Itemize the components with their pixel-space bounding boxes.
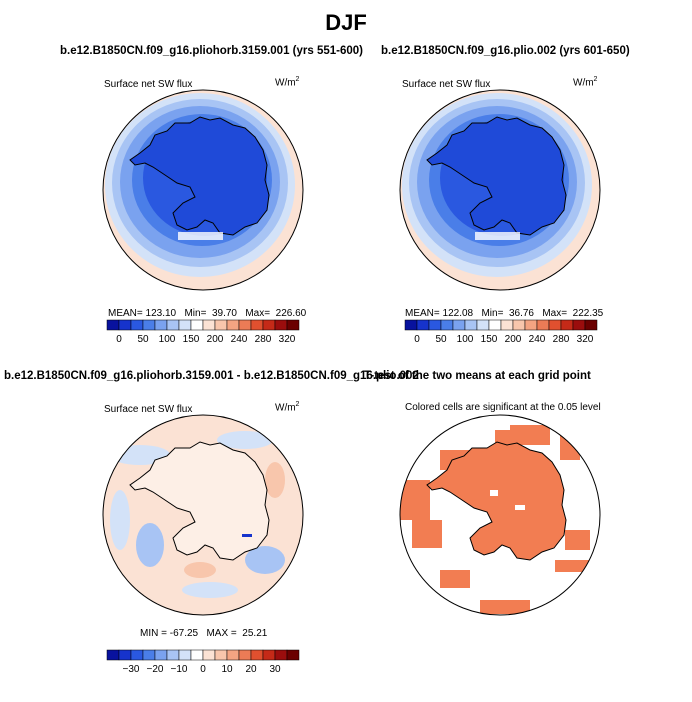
colorbar-swatch	[178, 319, 192, 331]
colorbar-swatch	[214, 319, 228, 331]
colorbar-swatch	[274, 649, 288, 661]
units-bottom-left: W/m2	[275, 401, 300, 414]
colorbar-tick-label: 200	[207, 334, 224, 345]
colorbar-tick-label: −20	[147, 664, 164, 675]
colorbar-swatch	[500, 319, 514, 331]
left-label-top-left: Surface net SW flux	[104, 79, 193, 90]
colorbar-tick-label: −10	[171, 664, 188, 675]
colorbar-top-right: 0 50 100 150 200 240 280 320	[404, 319, 598, 345]
colorbar-swatch	[130, 649, 144, 661]
colorbar-swatch	[142, 649, 156, 661]
colorbar-tick-label: 150	[183, 334, 200, 345]
colorbar-tick-label: 10	[221, 664, 233, 675]
colorbar-tick-label: 50	[435, 334, 447, 345]
colorbar-swatch	[440, 319, 454, 331]
stats-top-left: MEAN= 123.10 Min= 39.70 Max= 226.60	[108, 308, 307, 319]
colorbar-swatch	[416, 319, 430, 331]
colorbar-bottom-left: −30 −20 −10 0 10 20 30	[106, 649, 300, 675]
colorbar-swatch	[226, 649, 240, 661]
colorbar-tick-label: 30	[269, 664, 281, 675]
colorbar-tick-label: 150	[481, 334, 498, 345]
colorbar-swatch	[178, 649, 192, 661]
colorbar-swatch	[154, 319, 168, 331]
map-bottom-right	[399, 414, 601, 616]
colorbar-swatch	[548, 319, 562, 331]
colorbar-swatch	[286, 649, 300, 661]
colorbar-swatch	[154, 649, 168, 661]
units-top-left: W/m2	[275, 76, 300, 89]
colorbar-top-left: 0 50 100 150 200 240 280 320	[106, 319, 300, 345]
figure-title: DJF	[325, 10, 367, 35]
colorbar-swatch	[106, 319, 120, 331]
colorbar-swatch	[428, 319, 442, 331]
colorbar-tick-label: 100	[159, 334, 176, 345]
colorbar-swatch	[404, 319, 418, 331]
colorbar-swatch	[488, 319, 502, 331]
colorbar-tick-label: 50	[137, 334, 149, 345]
colorbar-tick-label: 280	[255, 334, 272, 345]
colorbar-swatch	[262, 649, 276, 661]
colorbar-swatch	[584, 319, 598, 331]
colorbar-swatch	[142, 319, 156, 331]
colorbar-tick-label: 280	[553, 334, 570, 345]
panel-title-top-left: b.e12.B1850CN.f09_g16.pliohorb.3159.001 …	[60, 45, 363, 57]
colorbar-tick-label: 20	[245, 664, 257, 675]
colorbar-swatch	[286, 319, 300, 331]
panel-title-top-right: b.e12.B1850CN.f09_g16.plio.002 (yrs 601-…	[381, 45, 630, 57]
colorbar-swatch	[262, 319, 276, 331]
colorbar-swatch	[524, 319, 538, 331]
colorbar-tick-label: −30	[123, 664, 140, 675]
colorbar-swatch	[226, 319, 240, 331]
colorbar-swatch	[274, 319, 288, 331]
panel-title-bottom-right: T-test of the two means at each grid poi…	[364, 370, 591, 382]
colorbar-swatch	[166, 649, 180, 661]
colorbar-swatch	[238, 649, 252, 661]
colorbar-swatch	[464, 319, 478, 331]
left-label-bottom-left: Surface net SW flux	[104, 404, 193, 415]
colorbar-swatch	[190, 319, 204, 331]
colorbar-swatch	[118, 649, 132, 661]
colorbar-swatch	[130, 319, 144, 331]
colorbar-swatch	[166, 319, 180, 331]
colorbar-tick-label: 320	[279, 334, 296, 345]
colorbar-swatch	[250, 319, 264, 331]
stats-bottom-left: MIN = -67.25 MAX = 25.21	[140, 628, 268, 639]
colorbar-swatch	[214, 649, 228, 661]
colorbar-swatch	[202, 319, 216, 331]
colorbar-swatch	[106, 649, 120, 661]
colorbar-swatch	[476, 319, 490, 331]
colorbar-tick-label: 0	[116, 334, 122, 345]
colorbar-swatch	[190, 649, 204, 661]
map-top-right	[399, 89, 601, 291]
panel-title-bottom-left: b.e12.B1850CN.f09_g16.pliohorb.3159.001 …	[4, 370, 419, 382]
colorbar-tick-label: 200	[505, 334, 522, 345]
colorbar-swatch	[250, 649, 264, 661]
colorbar-swatch	[238, 319, 252, 331]
colorbar-swatch	[202, 649, 216, 661]
colorbar-tick-label: 320	[577, 334, 594, 345]
map-bottom-left	[102, 414, 304, 616]
colorbar-tick-label: 240	[231, 334, 248, 345]
colorbar-tick-label: 0	[200, 664, 206, 675]
colorbar-swatch	[118, 319, 132, 331]
colorbar-tick-label: 0	[414, 334, 420, 345]
units-top-right: W/m2	[573, 76, 598, 89]
left-label-top-right: Surface net SW flux	[402, 79, 491, 90]
colorbar-swatch	[560, 319, 574, 331]
colorbar-swatch	[536, 319, 550, 331]
colorbar-swatch	[452, 319, 466, 331]
colorbar-swatch	[572, 319, 586, 331]
map-top-left	[102, 89, 304, 291]
colorbar-tick-label: 240	[529, 334, 546, 345]
colorbar-tick-label: 100	[457, 334, 474, 345]
colorbar-swatch	[512, 319, 526, 331]
center-label-bottom-right: Colored cells are significant at the 0.0…	[405, 402, 601, 413]
stats-top-right: MEAN= 122.08 Min= 36.76 Max= 222.35	[405, 308, 604, 319]
